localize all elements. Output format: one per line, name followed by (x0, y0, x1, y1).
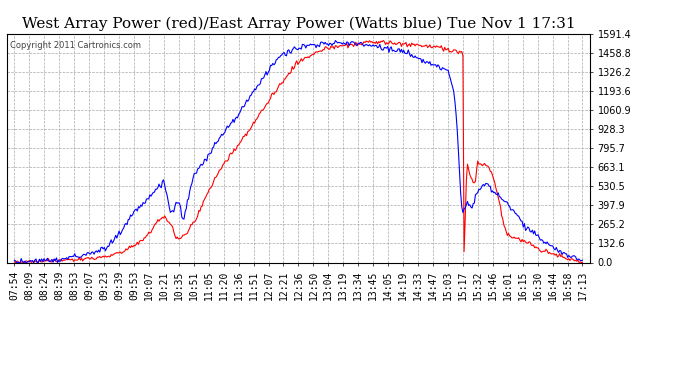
Title: West Array Power (red)/East Array Power (Watts blue) Tue Nov 1 17:31: West Array Power (red)/East Array Power … (21, 17, 575, 31)
Text: Copyright 2011 Cartronics.com: Copyright 2011 Cartronics.com (10, 40, 141, 50)
